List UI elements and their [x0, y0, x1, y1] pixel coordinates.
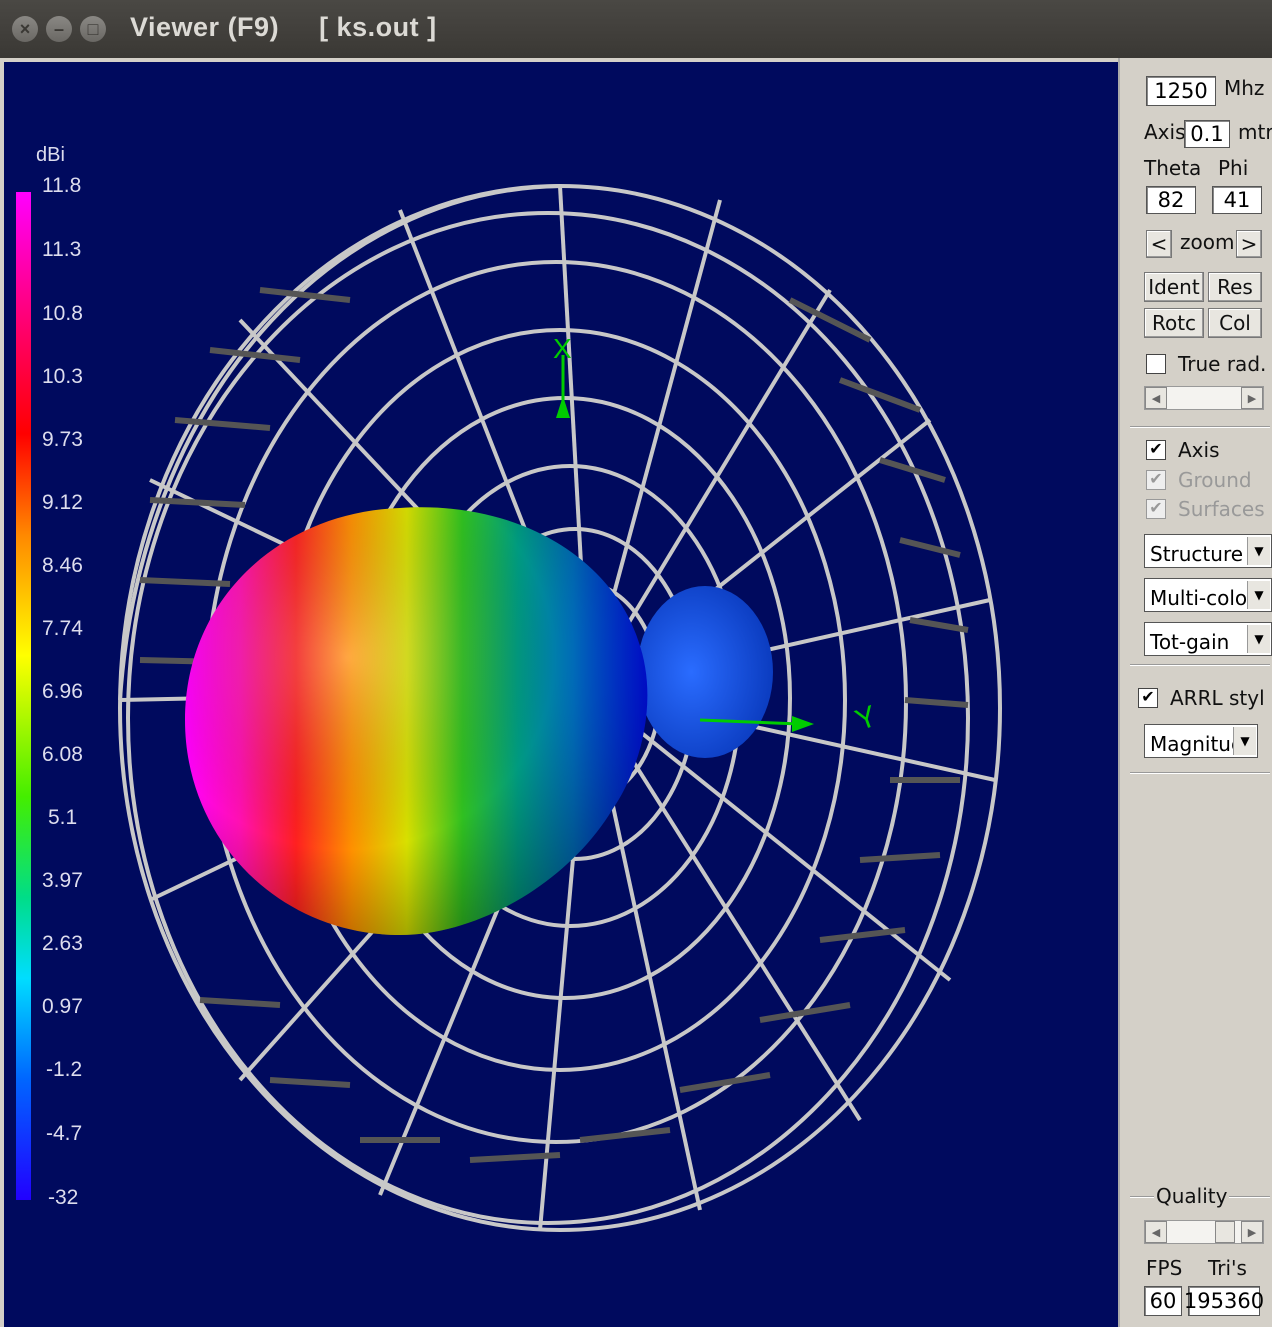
- scroll-left-icon[interactable]: ◀: [1145, 1221, 1167, 1243]
- legend-tick: 6.96: [42, 680, 83, 703]
- divider: [1130, 664, 1270, 666]
- tris-value: 195360: [1184, 1286, 1264, 1316]
- y-axis-label: Y: [851, 700, 881, 738]
- axis-size-label: Axis: [1144, 120, 1186, 144]
- res-button[interactable]: Res: [1208, 272, 1262, 302]
- rotc-button[interactable]: Rotc: [1144, 308, 1204, 338]
- chevron-down-icon[interactable]: ▼: [1247, 581, 1270, 609]
- legend-tick: 0.97: [42, 995, 83, 1018]
- zoom-in-button[interactable]: >: [1236, 230, 1262, 258]
- back-lobe: [637, 586, 773, 758]
- window-titlebar: × – □ Viewer (F9) [ ks.out ]: [0, 0, 1272, 58]
- phi-input[interactable]: 41: [1212, 186, 1262, 214]
- structure-select-value: Structure: [1150, 542, 1244, 566]
- col-button[interactable]: Col: [1208, 308, 1262, 338]
- gain-select[interactable]: Tot-gain ▼: [1144, 622, 1272, 656]
- legend-unit: dBi: [36, 144, 65, 166]
- tris-label: Tri's: [1208, 1256, 1247, 1280]
- window-title: Viewer (F9) [ ks.out ]: [130, 12, 437, 42]
- quality-thumb[interactable]: [1215, 1221, 1235, 1243]
- ground-label: Ground: [1178, 468, 1252, 492]
- scroll-right-icon[interactable]: ▶: [1241, 387, 1263, 409]
- zoom-out-button[interactable]: <: [1146, 230, 1172, 258]
- legend-tick: 6.08: [42, 743, 83, 766]
- surfaces-checkbox[interactable]: ✔: [1146, 499, 1166, 519]
- scroll-left-icon[interactable]: ◀: [1145, 387, 1167, 409]
- axis-check-label: Axis: [1178, 438, 1220, 462]
- chevron-down-icon[interactable]: ▼: [1247, 537, 1270, 565]
- color-mode-select-value: Multi-colo: [1150, 586, 1248, 610]
- legend-tick: 9.73: [42, 428, 83, 451]
- quality-slider[interactable]: ◀ ▶: [1144, 1220, 1264, 1244]
- structure-select[interactable]: Structure ▼: [1144, 534, 1272, 568]
- legend-tick: 2.63: [42, 932, 83, 955]
- ground-checkbox[interactable]: ✔: [1146, 470, 1166, 490]
- divider: [1130, 426, 1270, 428]
- legend-tick: -4.7: [46, 1122, 83, 1145]
- scroll-right-icon[interactable]: ▶: [1241, 1221, 1263, 1243]
- theta-input[interactable]: 82: [1146, 186, 1196, 214]
- x-axis-label: X: [553, 333, 572, 364]
- legend-tick: 7.74: [42, 617, 83, 640]
- legend-tick: 11.8: [42, 174, 82, 197]
- wire-grid-ribs: [139, 287, 969, 1163]
- legend-tick: 9.12: [42, 491, 83, 514]
- legend-tick: -1.2: [46, 1058, 83, 1081]
- rad-scrollbar[interactable]: ◀ ▶: [1144, 386, 1264, 410]
- y-axis-line: [699, 718, 801, 726]
- fps-label: FPS: [1146, 1256, 1183, 1280]
- legend-tick: 10.3: [42, 365, 83, 388]
- true-rad-checkbox[interactable]: [1146, 354, 1166, 374]
- magnitude-select[interactable]: Magnituc ▼: [1144, 724, 1258, 758]
- axis-size-input[interactable]: 0.1: [1184, 120, 1230, 148]
- chevron-down-icon[interactable]: ▼: [1247, 625, 1270, 653]
- arrl-style-checkbox[interactable]: ✔: [1138, 688, 1158, 708]
- legend-tick: 11.3: [42, 238, 82, 261]
- legend-tick: -32: [48, 1186, 79, 1209]
- y-axis-arrow: [792, 716, 814, 732]
- color-mode-select[interactable]: Multi-colo ▼: [1144, 578, 1272, 612]
- quality-label: Quality: [1154, 1184, 1230, 1208]
- 3d-viewport[interactable]: X Y dBi 11.8 11.3 10.8 10.3 9.73 9.12 8.…: [4, 62, 1118, 1327]
- maximize-icon[interactable]: □: [80, 16, 106, 42]
- frequency-unit: Mhz: [1224, 76, 1265, 100]
- radiation-pattern-render: X Y: [118, 184, 1002, 1232]
- legend-tick: 3.97: [42, 869, 83, 892]
- axis-checkbox[interactable]: ✔: [1146, 440, 1166, 460]
- axis-size-unit: mtr: [1238, 120, 1272, 144]
- theta-label: Theta: [1144, 156, 1202, 180]
- ident-button[interactable]: Ident: [1144, 272, 1204, 302]
- minimize-icon[interactable]: –: [46, 16, 72, 42]
- gain-select-value: Tot-gain: [1150, 630, 1230, 654]
- zoom-label: zoom: [1180, 230, 1235, 254]
- divider: [1130, 772, 1270, 774]
- legend-colorbar: [16, 192, 31, 1200]
- legend-tick: 10.8: [42, 302, 83, 325]
- phi-label: Phi: [1218, 156, 1249, 180]
- fps-value: 60: [1144, 1286, 1182, 1316]
- arrl-style-label: ARRL styl: [1170, 686, 1265, 710]
- legend-tick: 5.1: [48, 806, 78, 829]
- close-icon[interactable]: ×: [12, 16, 38, 42]
- main-lobe: [185, 507, 648, 935]
- legend-tick: 8.46: [42, 554, 83, 577]
- frequency-input[interactable]: 1250: [1146, 76, 1216, 106]
- magnitude-select-value: Magnituc: [1150, 732, 1242, 756]
- chevron-down-icon[interactable]: ▼: [1233, 727, 1256, 755]
- control-panel: 1250 Mhz Axis 0.1 mtr Theta Phi 82 41 < …: [1118, 58, 1272, 1327]
- surfaces-label: Surfaces: [1178, 497, 1265, 521]
- true-rad-label: True rad.: [1178, 352, 1267, 376]
- x-axis-arrow: [556, 396, 570, 418]
